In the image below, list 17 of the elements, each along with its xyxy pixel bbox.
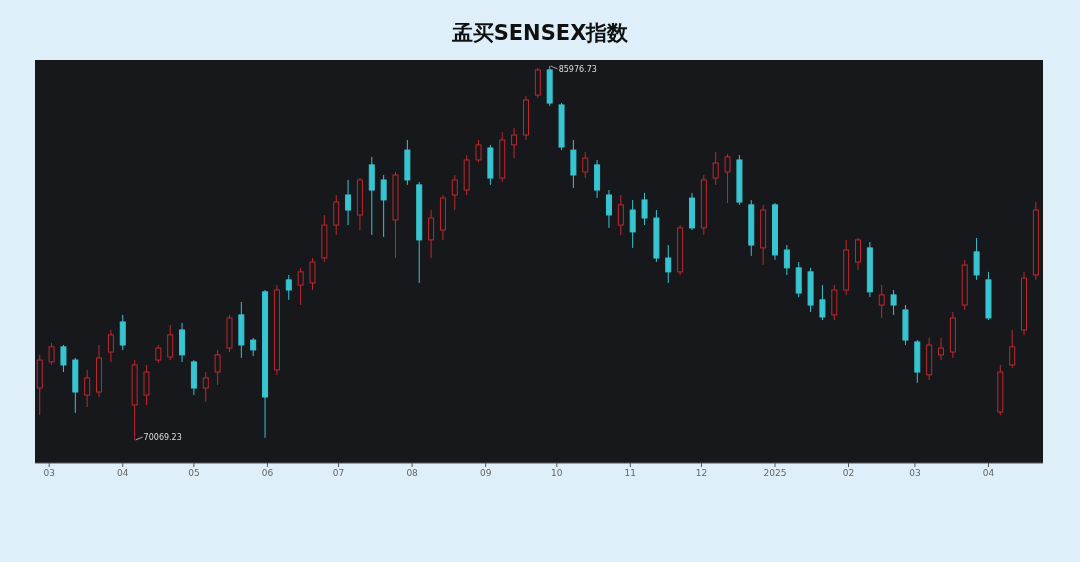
annotation: 70069.23: [143, 433, 182, 442]
x-tick-label: 06: [261, 468, 274, 478]
annotation: 85976.73: [558, 64, 597, 74]
x-tick-label: 08: [406, 468, 419, 478]
x-tick-label: 11: [624, 468, 637, 478]
x-tick-label: 09: [479, 468, 492, 478]
x-tick-label: 2025: [763, 468, 787, 478]
chart-title: 孟买SENSEX指数: [450, 21, 630, 45]
x-tick-label: 04: [982, 468, 995, 478]
x-tick-label: 03: [909, 468, 921, 478]
x-tick-label: 07: [332, 468, 345, 478]
x-tick-label: 02: [842, 468, 855, 478]
x-tick-label: 04: [117, 468, 129, 478]
x-tick-label: 03: [43, 468, 55, 478]
x-tick-label: 12: [695, 468, 708, 478]
x-tick-label: 05: [188, 468, 200, 478]
x-tick-label: 10: [551, 468, 563, 478]
